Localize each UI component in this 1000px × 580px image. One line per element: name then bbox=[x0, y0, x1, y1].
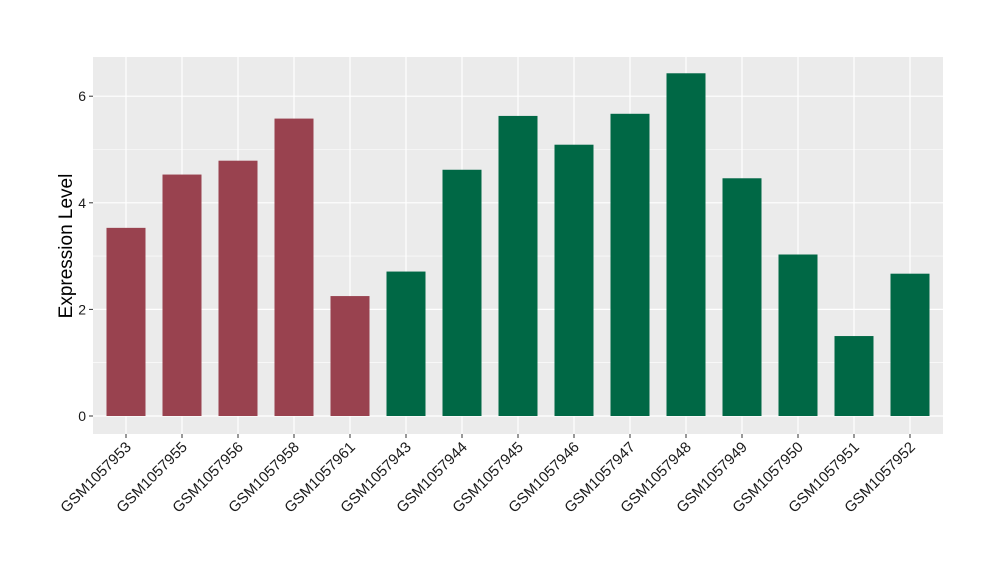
bar-GSM1057950 bbox=[778, 254, 818, 416]
bar-GSM1057949 bbox=[722, 178, 762, 416]
x-axis: GSM1057953GSM1057955GSM1057956GSM1057958… bbox=[57, 434, 919, 516]
bar-GSM1057945 bbox=[498, 115, 538, 417]
bar-GSM1057951 bbox=[834, 336, 874, 416]
bar-GSM1057944 bbox=[442, 169, 482, 416]
bar-GSM1057961 bbox=[330, 296, 370, 416]
y-axis: 0 2 4 6 bbox=[78, 88, 93, 424]
y-tick-label: 0 bbox=[78, 408, 86, 424]
bar-GSM1057956 bbox=[218, 160, 258, 416]
bar-GSM1057946 bbox=[554, 144, 594, 416]
bar-GSM1057952 bbox=[890, 273, 930, 416]
bars bbox=[106, 73, 930, 417]
bar-GSM1057943 bbox=[386, 271, 426, 416]
bar-GSM1057958 bbox=[274, 118, 314, 416]
y-tick-label: 6 bbox=[78, 88, 86, 104]
y-axis-title: Expression Level bbox=[56, 174, 77, 319]
bar-GSM1057955 bbox=[162, 174, 202, 416]
bar-GSM1057947 bbox=[610, 113, 650, 416]
y-tick-label: 4 bbox=[78, 195, 86, 211]
bar-GSM1057953 bbox=[106, 227, 146, 416]
bar-GSM1057948 bbox=[666, 73, 706, 416]
y-tick-label: 2 bbox=[78, 301, 86, 317]
